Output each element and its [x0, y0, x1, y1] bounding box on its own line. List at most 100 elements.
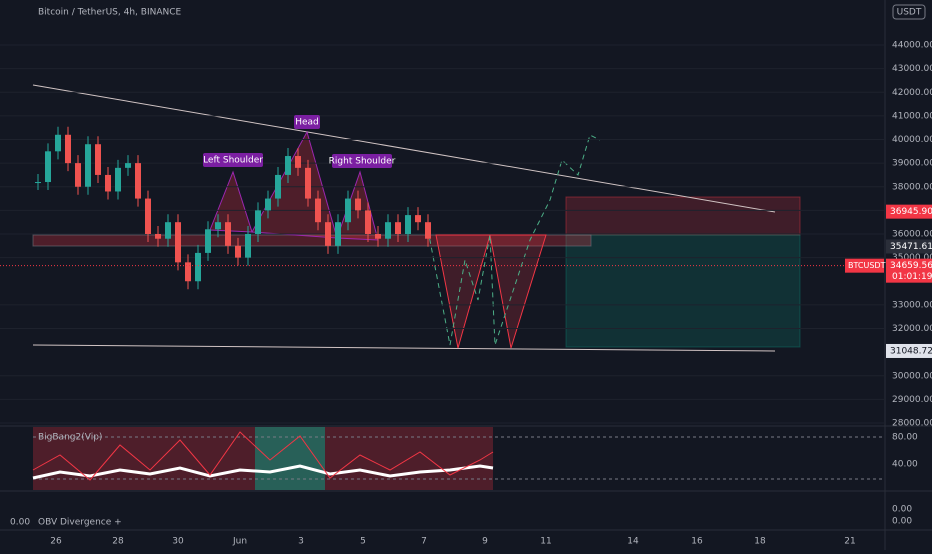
currency: USDT [897, 8, 922, 18]
price-tag [886, 204, 932, 219]
last-label: 34659.56 [890, 261, 932, 271]
candle [305, 167, 311, 199]
price-tag [886, 239, 932, 254]
candle [345, 198, 351, 223]
candle [395, 222, 401, 234]
x-tick-label: 30 [172, 537, 184, 547]
symbol-tag [845, 258, 884, 273]
x-tick-label: 16 [691, 537, 703, 547]
indicator-tick: 0.00 [892, 505, 912, 515]
bottom-1 [435, 234, 491, 349]
candle [385, 222, 391, 239]
candle [355, 198, 361, 211]
price-tag-label: 35471.61 [890, 242, 932, 252]
candle [135, 163, 141, 199]
candle [285, 156, 291, 175]
y-tick-label: 32000.00 [892, 324, 932, 334]
osc-line [32, 464, 494, 480]
candle [175, 222, 181, 263]
x-tick-label: 3 [298, 537, 304, 547]
candle [415, 215, 421, 223]
support-line [32, 344, 776, 352]
candle [235, 245, 241, 258]
price-tag [886, 343, 932, 358]
candle [255, 210, 261, 234]
indicator-name: BigBang2(Vip) [38, 433, 102, 443]
indicator-tick: 80.00 [892, 433, 918, 443]
candle [405, 215, 411, 234]
header-title: Bitcoin / TetherUS, 4h, BINANCE [38, 8, 182, 18]
pattern-label-box [294, 115, 320, 129]
candle [195, 252, 201, 282]
x-tick-label: 21 [844, 537, 855, 547]
candle [205, 229, 211, 253]
candle [185, 262, 191, 282]
candle [65, 134, 71, 164]
y-tick-label: 41000.00 [892, 111, 932, 121]
y-tick-label: 30000.00 [892, 371, 932, 381]
candle [155, 234, 161, 239]
candle [295, 156, 301, 168]
candle [115, 167, 121, 192]
indicator-tick: 40.00 [892, 460, 918, 470]
candle [95, 144, 101, 175]
y-tick-label: 33000.00 [892, 300, 932, 310]
y-tick-label: 36000.00 [892, 230, 932, 240]
x-tick-label: 26 [50, 537, 62, 547]
projection [427, 134, 601, 346]
stop-zone [565, 196, 801, 236]
candle [425, 222, 431, 239]
countdown: 01:01:19 [892, 272, 932, 282]
x-tick-label: 9 [482, 537, 488, 547]
y-tick-label: 28000.00 [892, 419, 932, 429]
last-tag [886, 258, 932, 283]
y-tick-label: 35000.00 [892, 253, 932, 263]
candle [165, 222, 171, 239]
y-tick-label: 29000.00 [892, 395, 932, 405]
candle [105, 174, 111, 192]
y-tick-label: 43000.00 [892, 64, 932, 74]
target-zone [565, 234, 801, 348]
x-tick-label: 5 [360, 537, 366, 547]
x-tick-label: 18 [754, 537, 766, 547]
candle [245, 234, 251, 258]
y-tick-label: 40000.00 [892, 135, 932, 145]
indicator-tick: 0.00 [892, 517, 912, 527]
x-tick-label: 28 [112, 537, 124, 547]
y-tick-label: 44000.00 [892, 41, 932, 51]
x-tick-label: 14 [627, 537, 639, 547]
currency-box [892, 4, 926, 20]
osc-line-2 [32, 431, 494, 481]
candle [275, 174, 281, 199]
price-tag-label: 36945.90 [890, 207, 932, 217]
pattern-label: Left Shoulder [203, 156, 263, 166]
candle [35, 182, 41, 184]
candle [55, 134, 61, 152]
candle [365, 210, 371, 234]
indicator-green [255, 427, 325, 490]
candle [85, 144, 91, 187]
pattern-label-box [332, 154, 392, 168]
pattern-label: Head [295, 118, 319, 128]
price-tag-label: 31048.72 [890, 346, 932, 356]
candle [215, 222, 221, 230]
candle [45, 151, 51, 183]
symbol: BTCUSDT [848, 261, 886, 270]
x-tick-label: Jun [232, 537, 247, 547]
candle [375, 234, 381, 239]
y-tick-label: 38000.00 [892, 182, 932, 192]
candle [145, 198, 151, 234]
candle [125, 163, 131, 168]
neckline-band [32, 234, 592, 247]
y-tick-label: 39000.00 [892, 159, 932, 169]
candle [325, 222, 331, 246]
pattern-label: Right Shoulder [329, 157, 396, 167]
candle [265, 198, 271, 211]
candle [315, 198, 321, 223]
x-tick-label: 11 [540, 537, 551, 547]
pattern-label-box [203, 153, 263, 167]
y-tick-label: 42000.00 [892, 88, 932, 98]
bottom-2 [489, 234, 547, 349]
